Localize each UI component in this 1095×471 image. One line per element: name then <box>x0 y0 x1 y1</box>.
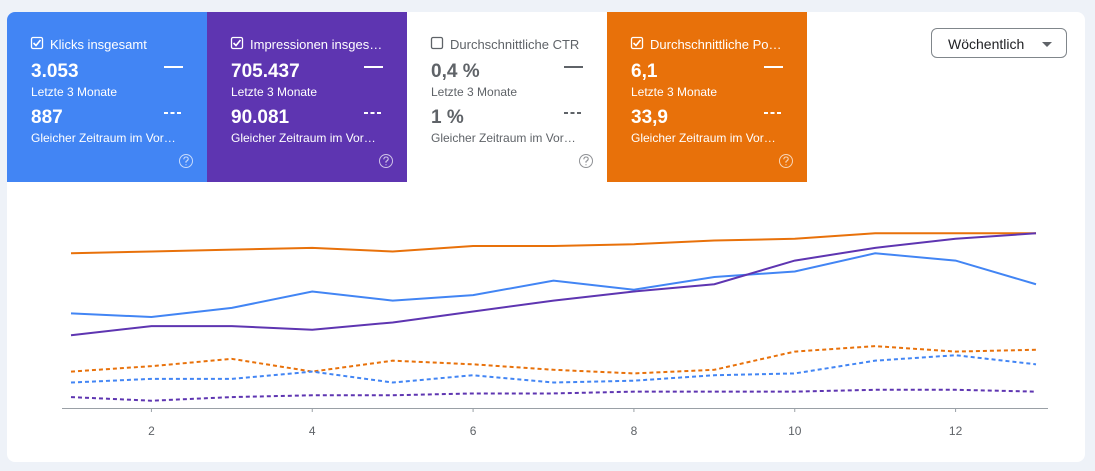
help-icon <box>579 154 593 168</box>
card-icons <box>30 36 193 168</box>
previous-line <box>70 345 1037 375</box>
card-compare-period: Gleicher Zeitraum im Vor… <box>431 131 576 145</box>
card-compare-period: Gleicher Zeitraum im Vor… <box>231 131 376 145</box>
card-period: Letzte 3 Monate <box>431 85 518 99</box>
checkbox <box>30 36 44 50</box>
help-icon <box>779 154 793 168</box>
help-icon-mark <box>583 156 589 166</box>
card-value: 0,4 % <box>431 61 480 82</box>
help-icon <box>379 154 393 168</box>
checkbox <box>230 36 244 50</box>
help-icon-mark <box>783 156 789 166</box>
help-icon-mark <box>383 156 389 166</box>
card-compare-value: 887 <box>31 107 63 128</box>
current-line <box>70 232 1037 337</box>
help-icon <box>179 154 193 168</box>
metric-card[interactable]: Durchschnittliche CTR 0,4 % Letzte 3 Monat… <box>407 12 607 182</box>
chart: 2 4 6 8 10 12 <box>62 232 1048 438</box>
card-icons <box>630 36 793 168</box>
card-compare-value: 33,9 <box>631 107 668 128</box>
x-tick-label: 6 <box>470 424 477 438</box>
card-compare-value: 1 % <box>431 107 464 128</box>
card-title: Impressionen insges… <box>250 37 383 52</box>
x-tick-label: 4 <box>309 424 316 438</box>
x-tick-label: 10 <box>788 424 802 438</box>
metric-card[interactable]: Durchschnittliche Po… 6,1 Letzte 3 Monate 3… <box>607 12 807 182</box>
card-icons <box>430 36 593 168</box>
help-icon-mark <box>183 156 189 166</box>
card-period: Letzte 3 Monate <box>231 85 318 99</box>
x-tick-label: 2 <box>148 424 155 438</box>
period-dropdown[interactable]: Wöchentlich <box>931 28 1067 58</box>
card-period: Letzte 3 Monate <box>631 85 718 99</box>
card-icons <box>230 36 393 168</box>
x-tick-label: 12 <box>949 424 963 438</box>
card-compare-value: 90.081 <box>231 107 290 128</box>
card-title: Klicks insgesamt <box>50 37 147 52</box>
card-compare-period: Gleicher Zeitraum im Vor… <box>631 131 776 145</box>
card-value: 6,1 <box>631 61 658 82</box>
dropdown-arrow <box>1042 42 1052 47</box>
performance-panel: 2 4 6 8 10 12 Klicks insgesamt 3.053 Letzte 3 M… <box>7 12 1085 462</box>
current-line <box>70 252 1037 319</box>
card-period: Letzte 3 Monate <box>31 85 118 99</box>
card-value: 705.437 <box>231 61 300 82</box>
metric-card[interactable]: Impressionen insges… 705.437 Letzte 3 Mona… <box>207 12 407 182</box>
card-title: Durchschnittliche Po… <box>650 37 782 52</box>
checkmark <box>32 39 42 47</box>
previous-line <box>70 388 1037 402</box>
checkmark <box>232 39 242 47</box>
previous-line <box>70 354 1037 384</box>
card-value: 3.053 <box>31 61 79 82</box>
metric-card[interactable]: Klicks insgesamt 3.053 Letzte 3 Monate 887 G… <box>7 12 207 182</box>
checkbox <box>430 36 444 50</box>
current-line <box>70 232 1036 255</box>
card-title: Durchschnittliche CTR <box>450 37 580 52</box>
checkbox <box>630 36 644 50</box>
dropdown-label: Wöchentlich <box>948 36 1025 52</box>
x-tick-label: 8 <box>631 424 638 438</box>
checkmark <box>632 39 642 47</box>
card-compare-period: Gleicher Zeitraum im Vor… <box>31 131 176 145</box>
